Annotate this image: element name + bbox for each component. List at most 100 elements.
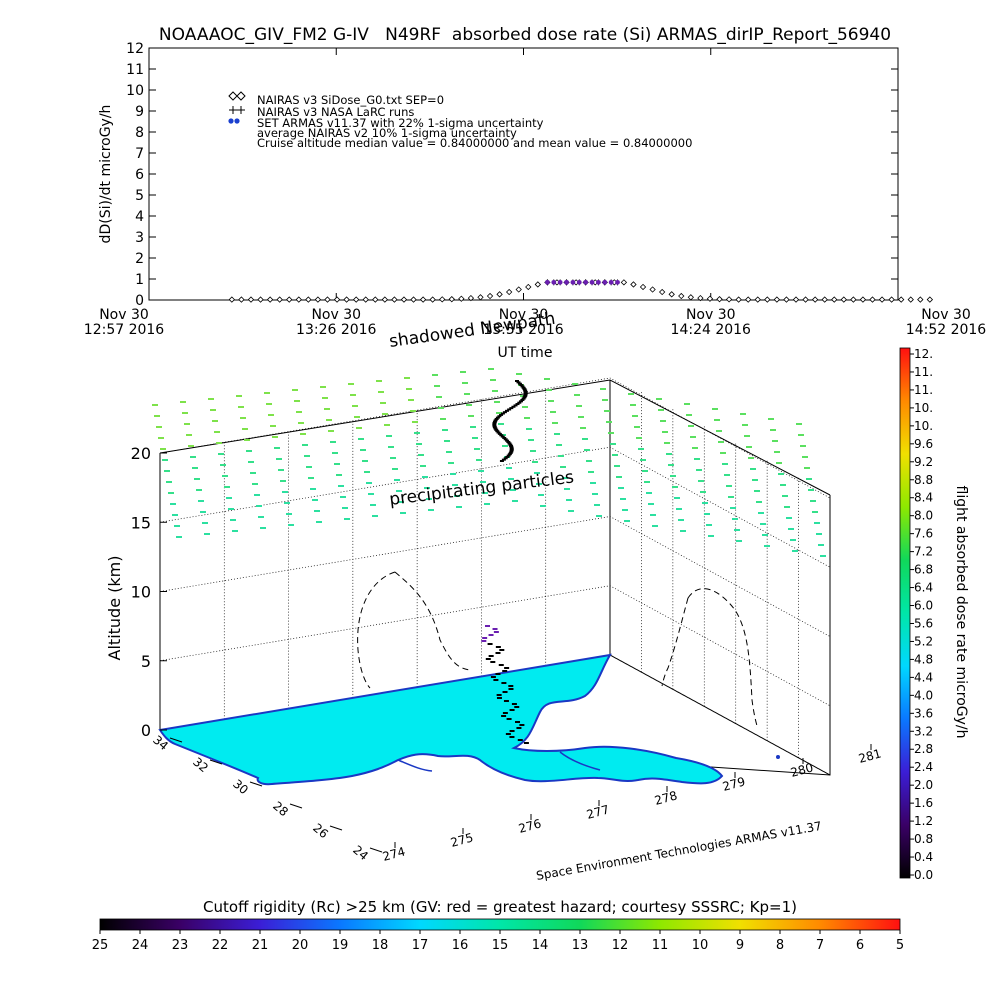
track-point: [517, 401, 522, 404]
annotation-precipitating-particles: precipitating particles: [388, 467, 575, 510]
armas-point: [583, 279, 589, 285]
armas-point: [576, 279, 582, 285]
track-point-low: [482, 637, 488, 639]
track-point-low: [505, 733, 511, 735]
track-point: [507, 453, 512, 456]
nairas-point: [926, 296, 934, 303]
track-point: [523, 394, 528, 397]
track-point: [516, 381, 521, 384]
track-point-low: [501, 715, 507, 717]
track-point-low: [501, 682, 507, 684]
track-point-low: [488, 634, 494, 636]
track-point-low: [502, 712, 508, 714]
latitude-tick-mark: [369, 847, 383, 853]
altitude-tick-label: 10: [131, 583, 151, 602]
nairas-point: [888, 296, 895, 303]
track-point: [497, 432, 502, 435]
x-tick-label-time: 13:26 2016: [296, 322, 377, 338]
nairas-point: [410, 296, 417, 303]
rigidity-tick-label: 23: [172, 938, 189, 953]
nairas-point: [840, 296, 847, 303]
dose-tick-label: 1.2: [914, 814, 933, 828]
rigidity-tick-label: 5: [896, 938, 904, 953]
dose-tick-label: 0.4: [914, 850, 933, 864]
track-point-low: [504, 667, 510, 669]
nairas-point: [295, 296, 302, 303]
track-point: [508, 451, 513, 454]
track-point: [519, 384, 524, 387]
track-point: [517, 382, 522, 385]
latitude-tick-label: 28: [270, 799, 291, 820]
dose-tick-label: 0.8: [914, 832, 933, 846]
rigidity-tick-label: 15: [492, 938, 509, 953]
nairas-point: [725, 296, 733, 303]
dose-tick-label: 10.: [914, 401, 933, 415]
nairas-point: [773, 296, 781, 303]
y-tick-label: 3: [135, 230, 144, 246]
nairas-point: [668, 291, 675, 298]
dose-tick-label: 2.0: [914, 778, 933, 792]
track-point-low: [523, 742, 529, 744]
nairas-point: [276, 296, 283, 303]
x-axis-label: UT time: [498, 345, 553, 361]
altitude-axis-ticks: 0 5 10 15 20: [131, 444, 167, 740]
track-point: [500, 412, 505, 415]
nairas-point: [247, 296, 255, 303]
track-point-low: [495, 673, 501, 675]
track-point: [511, 405, 516, 408]
y-tick-label: 0: [135, 293, 144, 309]
dose-tick-label: 6.4: [914, 581, 933, 595]
dose-tick-label: 5.6: [914, 616, 933, 630]
x-tick-label-time: 14:24 2016: [671, 322, 752, 338]
rigidity-tick-label: 9: [736, 938, 744, 953]
chart-title: NOAAAOC_GIV_FM2 G-IV N49RF absorbed dose…: [159, 25, 891, 45]
rigidity-tick-label: 6: [856, 938, 864, 953]
dose-tick-label: 4.4: [914, 670, 933, 684]
track-point-low: [515, 721, 521, 723]
track-point: [495, 416, 500, 419]
nairas-point: [802, 296, 809, 303]
armas-point: [557, 279, 563, 285]
nairas-point: [716, 295, 723, 303]
plot-frame: [148, 47, 899, 301]
dose-tick-label: 3.6: [914, 706, 933, 720]
nairas-point: [448, 295, 455, 303]
rigidity-tick-label: 21: [252, 938, 269, 953]
legend-entry-cruise-median: Cruise altitude median value = 0.8400000…: [257, 136, 692, 150]
dose-tick-label: 6.0: [914, 599, 933, 613]
track-point: [502, 436, 507, 439]
altitude-tick-label: 15: [131, 513, 151, 532]
y-tick-label: 12: [126, 41, 144, 57]
rigidity-colorbar-label: Cutoff rigidity (Rc) >25 km (GV: red = g…: [203, 898, 797, 916]
nairas-point: [792, 296, 800, 303]
nairas-point: [907, 296, 914, 303]
rigidity-tick-label: 12: [612, 938, 629, 953]
nairas-point: [525, 283, 532, 291]
nairas-point: [286, 296, 293, 303]
track-point: [515, 403, 520, 406]
x-tick-label-date: Nov 30: [99, 307, 149, 323]
track-point: [492, 420, 497, 423]
nairas-point: [505, 288, 513, 296]
track-point: [497, 415, 502, 418]
track-point: [500, 435, 505, 438]
y-axis-label: dD(Si)/dt microGy/h: [98, 105, 114, 244]
nairas-point: [429, 296, 436, 303]
rigidity-tick-label: 25: [92, 938, 109, 953]
track-point-low: [502, 670, 508, 672]
track-point-low: [509, 736, 515, 738]
rigidity-tick-label: 20: [292, 938, 309, 953]
y-tick-label: 9: [135, 104, 144, 120]
armas-point: [570, 279, 576, 285]
dose-tick-label: 8.4: [914, 491, 933, 505]
track-point: [509, 445, 514, 448]
track-point-low: [511, 703, 517, 705]
armas-point: [608, 279, 614, 285]
track-point: [492, 424, 497, 427]
track-point: [499, 413, 504, 416]
nairas-point: [515, 286, 522, 293]
track-point-low: [493, 679, 499, 681]
nairas-point: [496, 291, 503, 298]
nairas-point: [649, 286, 656, 293]
